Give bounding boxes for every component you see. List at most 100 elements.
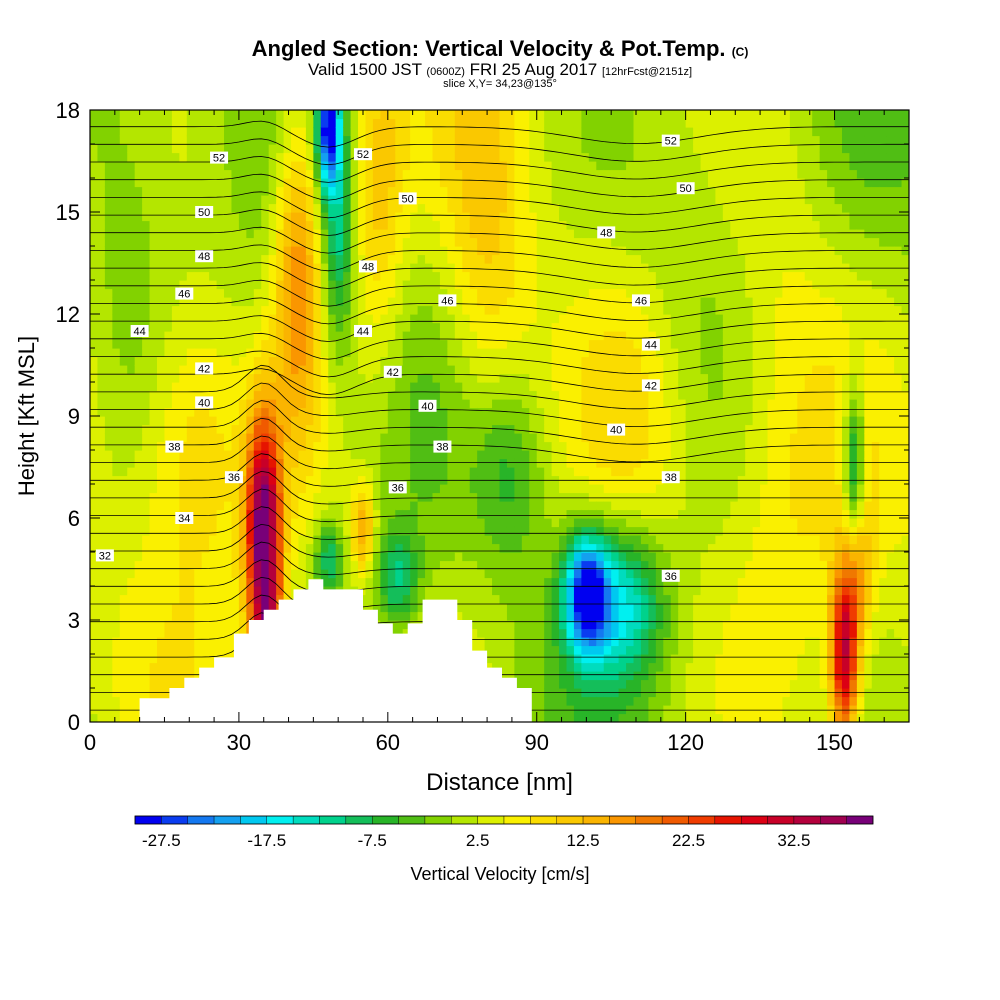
field-cell	[283, 509, 292, 519]
field-cell	[134, 382, 143, 392]
field-cell	[276, 195, 285, 205]
field-cell	[119, 509, 128, 519]
field-cell	[395, 552, 404, 562]
field-cell	[581, 577, 590, 587]
field-cell	[529, 450, 538, 460]
field-cell	[410, 577, 419, 587]
field-cell	[134, 696, 143, 706]
field-cell	[358, 118, 367, 128]
field-cell	[186, 118, 195, 128]
field-cell	[298, 560, 307, 570]
field-cell	[238, 492, 247, 502]
field-cell	[551, 314, 560, 324]
field-cell	[559, 543, 568, 553]
field-cell	[372, 475, 381, 485]
field-cell	[261, 577, 270, 587]
field-cell	[380, 127, 389, 137]
field-cell	[276, 399, 285, 409]
field-cell	[506, 135, 515, 145]
field-cell	[127, 365, 136, 375]
field-cell	[484, 297, 493, 307]
field-cell	[536, 501, 545, 511]
field-cell	[410, 492, 419, 502]
field-cell	[186, 586, 195, 596]
field-cell	[410, 348, 419, 358]
field-cell	[313, 543, 322, 553]
field-cell	[372, 161, 381, 171]
field-cell	[596, 416, 605, 426]
field-cell	[521, 254, 530, 264]
field-cell	[142, 484, 151, 494]
field-cell	[231, 365, 240, 375]
field-cell	[134, 407, 143, 417]
field-cell	[484, 135, 493, 145]
field-cell	[425, 127, 434, 137]
field-cell	[328, 560, 337, 570]
field-cell	[477, 280, 486, 290]
field-cell	[596, 127, 605, 137]
field-cell	[313, 356, 322, 366]
field-cell	[417, 280, 426, 290]
field-cell	[544, 560, 553, 570]
field-cell	[410, 135, 419, 145]
field-cell	[171, 569, 180, 579]
field-cell	[186, 458, 195, 468]
field-cell	[544, 518, 553, 528]
field-cell	[499, 280, 508, 290]
field-cell	[328, 467, 337, 477]
field-cell	[566, 246, 575, 256]
field-cell	[425, 569, 434, 579]
field-cell	[559, 135, 568, 145]
field-cell	[238, 348, 247, 358]
field-cell	[521, 645, 530, 655]
field-cell	[365, 569, 374, 579]
field-cell	[97, 560, 106, 570]
field-cell	[209, 373, 218, 383]
field-cell	[559, 416, 568, 426]
field-cell	[380, 586, 389, 596]
field-cell	[566, 458, 575, 468]
field-cell	[97, 492, 106, 502]
field-cell	[127, 543, 136, 553]
field-cell	[305, 254, 314, 264]
field-cell	[291, 314, 300, 324]
field-cell	[529, 654, 538, 664]
field-cell	[179, 484, 188, 494]
field-cell	[365, 348, 374, 358]
field-cell	[328, 399, 337, 409]
field-cell	[536, 152, 545, 162]
field-cell	[142, 263, 151, 273]
field-cell	[127, 620, 136, 630]
field-cell	[335, 526, 344, 536]
field-cell	[90, 135, 99, 145]
field-cell	[231, 135, 240, 145]
field-cell	[380, 543, 389, 553]
field-cell	[514, 314, 523, 324]
field-cell	[97, 110, 106, 120]
field-cell	[581, 424, 590, 434]
field-cell	[402, 620, 411, 630]
field-cell	[529, 416, 538, 426]
field-cell	[320, 237, 329, 247]
field-cell	[201, 458, 210, 468]
field-cell	[358, 399, 367, 409]
field-cell	[365, 416, 374, 426]
field-cell	[343, 169, 352, 179]
field-cell	[447, 365, 456, 375]
field-cell	[164, 594, 173, 604]
field-cell	[536, 611, 545, 621]
field-cell	[194, 518, 203, 528]
field-cell	[224, 297, 233, 307]
field-cell	[328, 127, 337, 137]
field-cell	[194, 492, 203, 502]
field-cell	[313, 280, 322, 290]
field-cell	[328, 169, 337, 179]
field-cell	[536, 620, 545, 630]
field-cell	[544, 169, 553, 179]
field-cell	[439, 220, 448, 230]
field-cell	[238, 203, 247, 213]
field-cell	[305, 339, 314, 349]
field-cell	[544, 603, 553, 613]
field-cell	[291, 424, 300, 434]
field-cell	[581, 654, 590, 664]
